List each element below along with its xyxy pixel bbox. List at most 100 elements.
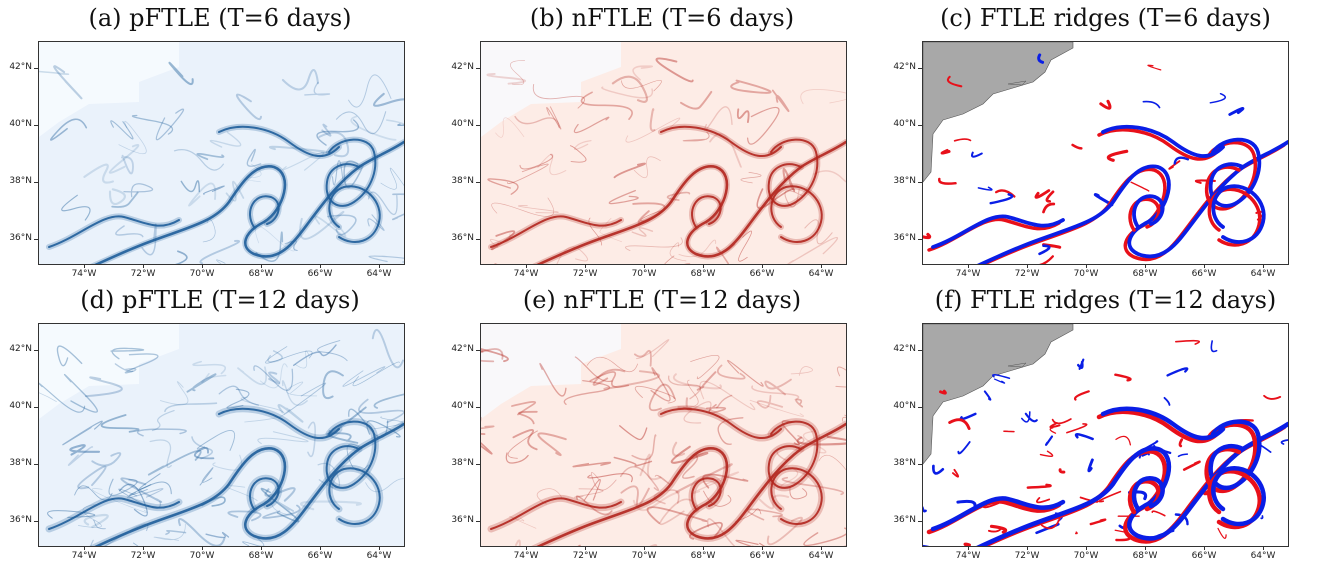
lat-tick-label: 36°N [451, 515, 474, 525]
ftle-filament [835, 366, 846, 388]
ridge-segment [1173, 156, 1190, 165]
ftle-filament [613, 456, 653, 467]
lon-tick [762, 546, 763, 550]
ftle-filament [257, 431, 309, 445]
ftle-filament [781, 476, 845, 496]
lon-tick-label: 66°W [1191, 269, 1217, 279]
lon-tick [1086, 546, 1087, 550]
lon-tick-label: 68°W [690, 269, 716, 279]
lat-tick [34, 464, 38, 465]
ftle-ridge [536, 422, 846, 546]
lon-tick-label: 68°W [690, 551, 716, 561]
ridge-attracting [930, 496, 1066, 532]
ftle-ridge [691, 195, 722, 228]
ftle-filament [563, 379, 610, 405]
ftle-ridge [770, 467, 823, 525]
ftle-filament [260, 487, 300, 523]
ftle-filament [654, 474, 671, 485]
no-data-region [39, 42, 179, 137]
ftle-filament [136, 428, 187, 437]
ftle-ridge [48, 497, 180, 530]
ridge-segment [993, 378, 1006, 384]
lon-tick [585, 546, 586, 550]
ftle-filament [277, 501, 295, 512]
ridge-segment [970, 151, 983, 158]
ridge-segment [1089, 518, 1107, 526]
ftle-filament [706, 403, 727, 414]
ftle-filament [689, 521, 723, 540]
lat-tick [34, 407, 38, 408]
no-data-region [481, 324, 621, 419]
panel-d: (d) pFTLE (T=12 days) 42°N 40°N 38°N 36°N 74… [0, 282, 440, 563]
ridge-attracting [1101, 124, 1225, 158]
ftle-filament [574, 140, 592, 150]
ftle-filament [108, 188, 126, 206]
ftle-filament [100, 414, 140, 433]
lon-tick-label: 66°W [307, 551, 333, 561]
ridge-segment [939, 389, 947, 395]
ridge-segment [1263, 394, 1282, 400]
ridge-segment [992, 373, 1011, 380]
ridge-segment [1093, 193, 1114, 207]
ftle-filament [587, 473, 633, 483]
ftle-filament [367, 191, 398, 216]
ridge-segment [1026, 483, 1052, 489]
ftle-filament [633, 156, 661, 179]
ftle-filament [631, 227, 654, 237]
ftle-filament [235, 93, 263, 121]
ftle-filament [514, 115, 560, 128]
ftle-filament [672, 373, 722, 390]
ridge-segment [923, 232, 932, 240]
ftle-filament [148, 449, 202, 476]
lon-tick-label: 70°W [631, 551, 657, 561]
lon-tick [1263, 264, 1264, 268]
ridge-segment [1037, 53, 1045, 64]
lat-tick [476, 182, 480, 183]
lon-tick-label: 74°W [513, 269, 539, 279]
ftle-filament [481, 348, 509, 363]
ftle-filament [151, 409, 175, 432]
ftle-filament [316, 119, 359, 146]
ftle-filament [227, 510, 262, 522]
ftle-filament [803, 527, 846, 546]
lon-tick [968, 546, 969, 550]
ftle-filament [392, 193, 404, 221]
ridge-segment [1087, 458, 1094, 473]
lat-tick-label: 40°N [893, 119, 916, 129]
ftle-filament [669, 242, 687, 262]
ftle-filament [481, 425, 495, 430]
ftle-filament [121, 154, 134, 175]
ftle-ridge [490, 497, 622, 530]
ftle-filament [682, 379, 699, 408]
ftle-filament [218, 385, 260, 406]
ftle-filament [613, 162, 646, 179]
ftle-filament [246, 148, 262, 167]
ftle-filament [50, 118, 88, 141]
ftle-filament [789, 488, 808, 500]
map-area [38, 323, 405, 547]
ridge-segment [1051, 418, 1072, 425]
ftle-filament [155, 108, 185, 141]
ridge-segment [1074, 433, 1094, 441]
ftle-filament [255, 225, 296, 252]
ftle-filament [682, 454, 699, 479]
ftle-filament [242, 537, 265, 546]
ftle-filament [196, 152, 225, 161]
ridge-segment [1058, 468, 1066, 474]
panel-e: (e) nFTLE (T=12 days) 42°N 40°N 38°N 36°N 74… [442, 282, 882, 563]
ftle-filament [717, 417, 744, 445]
lon-tick [143, 546, 144, 550]
ftle-filament [304, 81, 330, 96]
ridge-segment [1071, 143, 1083, 150]
ftle-filament [373, 416, 403, 430]
ftle-filament [317, 340, 348, 362]
ridge-segment [1217, 527, 1227, 539]
ftle-filament [371, 328, 404, 369]
no-data-region [39, 324, 179, 419]
ftle-filament [507, 430, 538, 459]
ftle-filament [268, 371, 281, 385]
ridge-repelling [1097, 128, 1221, 161]
ftle-filament [690, 355, 720, 380]
ftle-filament [209, 131, 242, 148]
ftle-filament [664, 255, 691, 264]
